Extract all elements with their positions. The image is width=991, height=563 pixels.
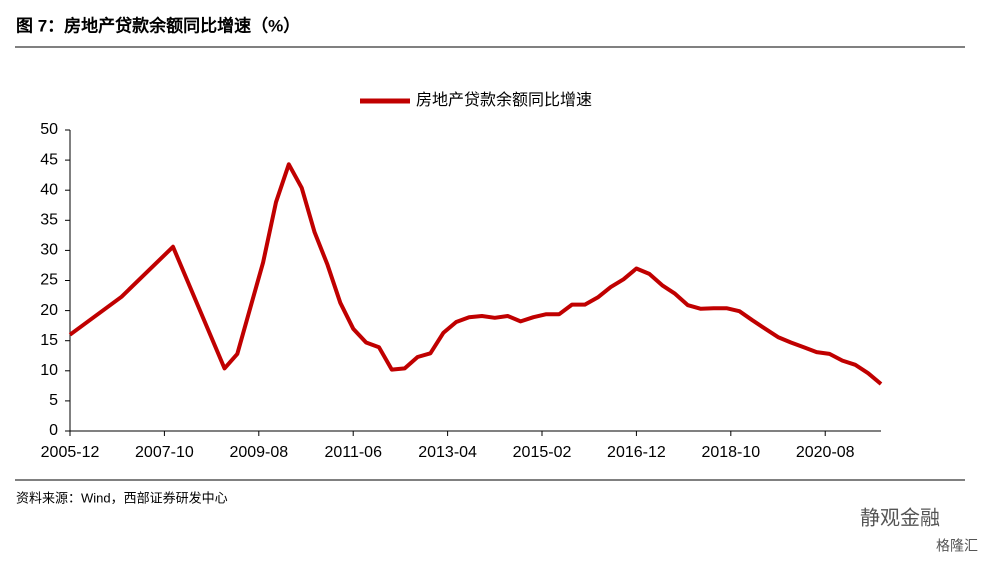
y-tick-label: 20 xyxy=(40,302,58,319)
x-tick-label: 2016-12 xyxy=(607,444,666,461)
series-line xyxy=(68,162,883,386)
chart-title: 图 7：房地产贷款余额同比增速（%） xyxy=(16,15,300,35)
x-tick-label: 2011-06 xyxy=(324,444,382,461)
y-tick-label: 15 xyxy=(40,332,58,349)
x-tick-label: 2005-12 xyxy=(41,444,100,461)
y-tick-label: 45 xyxy=(40,151,58,168)
x-tick-label: 2015-02 xyxy=(513,444,572,461)
y-tick-label: 35 xyxy=(40,212,58,229)
y-tick-label: 40 xyxy=(40,181,58,198)
watermark: 格隆汇 xyxy=(936,538,978,554)
y-tick-label: 25 xyxy=(40,272,58,289)
x-tick-label: 2009-08 xyxy=(229,444,288,461)
legend-label: 房地产贷款余额同比增速 xyxy=(416,90,592,109)
y-tick-label: 5 xyxy=(49,392,58,409)
y-tick-label: 30 xyxy=(40,242,58,259)
x-tick-label: 2018-10 xyxy=(701,444,760,461)
x-tick-label: 2020-08 xyxy=(796,444,855,461)
source: 资料来源：Wind，西部证券研发中心 xyxy=(16,490,228,505)
y-tick-label: 10 xyxy=(40,362,58,379)
y-tick-label: 50 xyxy=(40,121,58,138)
watermark: 静观金融 xyxy=(860,506,940,529)
x-tick-label: 2007-10 xyxy=(135,444,194,461)
y-tick-label: 0 xyxy=(49,422,58,439)
x-tick-label: 2013-04 xyxy=(418,444,477,461)
